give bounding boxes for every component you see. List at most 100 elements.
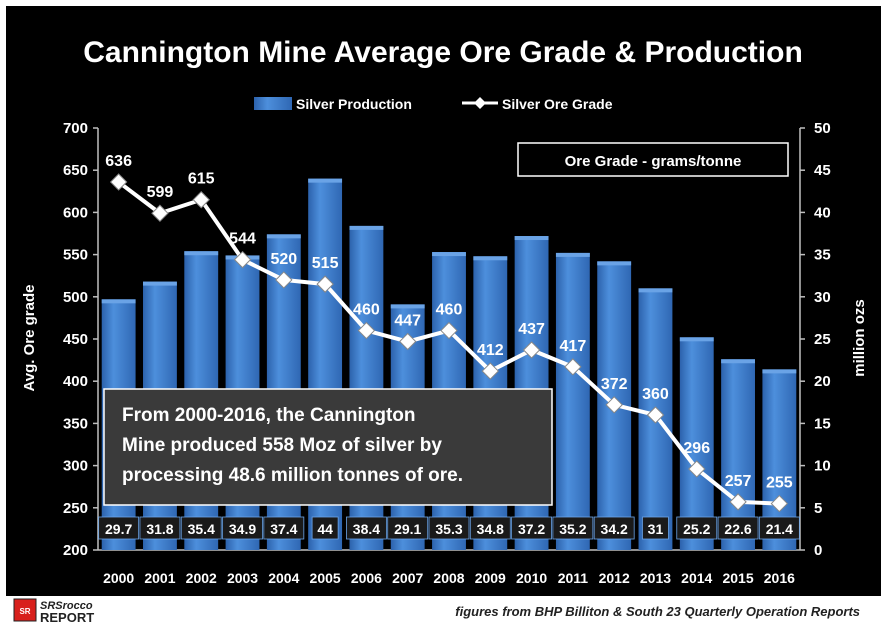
production-bar-label-box bbox=[263, 516, 305, 540]
production-bar-label-box bbox=[180, 516, 222, 540]
ore-grade-label: 520 bbox=[270, 251, 297, 268]
production-bar-top bbox=[308, 178, 343, 183]
production-bar-label: 29.7 bbox=[105, 521, 132, 537]
production-bar-label: 44 bbox=[317, 521, 333, 537]
y-tick-label-left: 250 bbox=[63, 500, 88, 517]
production-bar-label: 25.2 bbox=[683, 521, 710, 537]
production-bar-label-box bbox=[222, 516, 263, 540]
ore-grade-label: 412 bbox=[477, 342, 504, 359]
ore-grade-marker bbox=[357, 321, 376, 340]
ore-grade-marker bbox=[605, 396, 623, 414]
production-bar-label-box bbox=[511, 516, 552, 540]
ore-grade-label: 417 bbox=[560, 338, 587, 355]
ore-grade-label: 599 bbox=[147, 184, 174, 201]
ore-grade-marker bbox=[440, 321, 458, 340]
y-tick-label-right: 25 bbox=[814, 331, 831, 348]
production-bar-label-box bbox=[717, 516, 759, 540]
ore-grade-label: 460 bbox=[353, 302, 380, 319]
production-bar-label-box bbox=[139, 516, 181, 540]
production-bar-top bbox=[184, 251, 219, 256]
logo-line-2: REPORT bbox=[40, 610, 94, 625]
production-bar-label: 35.4 bbox=[188, 521, 215, 537]
ore-grade-marker bbox=[233, 250, 252, 269]
x-tick-label: 2009 bbox=[475, 570, 506, 586]
ore-grade-marker bbox=[109, 173, 128, 191]
x-tick-label: 2003 bbox=[227, 570, 258, 586]
production-bar-label: 37.2 bbox=[518, 521, 545, 537]
production-bar-label-box bbox=[98, 516, 140, 540]
production-bar-label-box bbox=[642, 516, 669, 540]
production-bar-label: 38.4 bbox=[353, 521, 380, 537]
ore-grade-marker bbox=[688, 460, 706, 478]
y-tick-label-left: 350 bbox=[63, 415, 88, 432]
y-tick-label-left: 650 bbox=[63, 162, 88, 179]
logo-badge-text: SR bbox=[19, 607, 30, 616]
x-tick-label: 2005 bbox=[310, 570, 341, 586]
x-tick-label: 2015 bbox=[722, 570, 753, 586]
production-bar-top bbox=[721, 359, 755, 364]
production-bar-label: 35.3 bbox=[435, 521, 462, 537]
ore-grade-label: 372 bbox=[601, 376, 628, 393]
ore-grade-label: 447 bbox=[394, 313, 421, 330]
ore-grade-marker bbox=[481, 362, 500, 380]
ore-grade-marker bbox=[151, 204, 169, 222]
production-bar-label-box bbox=[758, 516, 800, 540]
ore-grade-marker bbox=[646, 406, 665, 424]
y-tick-label-right: 35 bbox=[814, 247, 831, 264]
ore-grade-marker bbox=[316, 275, 334, 293]
ore-grade-label: 360 bbox=[642, 386, 669, 403]
ore-grade-marker bbox=[770, 494, 789, 513]
y-tick-label-left: 550 bbox=[63, 247, 88, 264]
summary-line-2: Mine produced 558 Moz of silver by bbox=[122, 435, 442, 456]
production-bar-top bbox=[432, 252, 466, 257]
production-bar-label: 22.6 bbox=[724, 521, 751, 537]
ore-grade-label: 257 bbox=[725, 473, 752, 490]
y-ticks-left: 200 250 300 350 400 450 500 550 600 650 700 bbox=[63, 120, 98, 559]
y-tick-label-left: 200 bbox=[63, 542, 88, 559]
production-bar-labels: 29.7 31.8 35.4 34.9 37.4 44 38.4 29.1 35.3 34.8 37… bbox=[98, 516, 800, 540]
production-bar-top bbox=[349, 225, 384, 230]
y-tick-label-left: 400 bbox=[63, 373, 88, 390]
logo-line-1: SRSrocco bbox=[40, 600, 93, 612]
production-bar-label: 34.8 bbox=[477, 521, 504, 537]
x-tick-label: 2001 bbox=[144, 570, 175, 586]
production-bar bbox=[679, 337, 714, 550]
chart-title: Cannington Mine Average Ore Grade & Prod… bbox=[83, 36, 803, 69]
ore-grade-line-series bbox=[109, 173, 789, 513]
x-tick-label: 2014 bbox=[681, 570, 712, 586]
production-bar-label-box bbox=[593, 516, 635, 540]
production-bar-label-box bbox=[676, 516, 718, 540]
source-note: figures from BHP Billiton & South 23 Qua… bbox=[455, 604, 860, 619]
ore-grade-labels: 636 599 615 544 520 515 460 447 460 412 437 417 372 3… bbox=[105, 153, 793, 492]
production-bar-top bbox=[638, 288, 673, 293]
production-bar-label-box bbox=[346, 516, 387, 540]
x-tick-label: 2012 bbox=[599, 570, 630, 586]
x-tick-label: 2006 bbox=[351, 570, 382, 586]
ore-grade-label: 544 bbox=[229, 231, 256, 248]
unit-box-text: Ore Grade - grams/tonne bbox=[565, 153, 742, 170]
summary-line-3: processing 48.6 million tonnes of ore. bbox=[122, 465, 463, 486]
y-tick-label-left: 300 bbox=[63, 458, 88, 475]
production-bar-label: 31 bbox=[648, 521, 664, 537]
y-tick-label-right: 5 bbox=[814, 500, 822, 517]
x-tick-label: 2016 bbox=[764, 570, 795, 586]
y-tick-label-left: 450 bbox=[63, 331, 88, 348]
production-bar-label: 34.9 bbox=[229, 521, 256, 537]
ore-grade-marker bbox=[729, 493, 747, 511]
ore-grade-marker bbox=[522, 341, 541, 359]
production-bar-label: 31.8 bbox=[146, 521, 173, 537]
production-bar-top bbox=[101, 299, 136, 304]
production-bar-top bbox=[266, 234, 301, 239]
production-bar-top bbox=[143, 281, 177, 286]
production-bar-top bbox=[597, 261, 632, 266]
production-bar-top bbox=[390, 304, 425, 309]
x-tick-label: 2013 bbox=[640, 570, 671, 586]
ore-grade-label: 255 bbox=[766, 475, 793, 492]
production-bar-label: 29.1 bbox=[394, 521, 421, 537]
production-bar-label-box bbox=[311, 516, 339, 540]
production-bar bbox=[555, 252, 590, 551]
production-bar-top bbox=[679, 337, 714, 342]
legend-label-production: Silver Production bbox=[296, 96, 412, 112]
ore-grade-label: 460 bbox=[436, 302, 463, 319]
